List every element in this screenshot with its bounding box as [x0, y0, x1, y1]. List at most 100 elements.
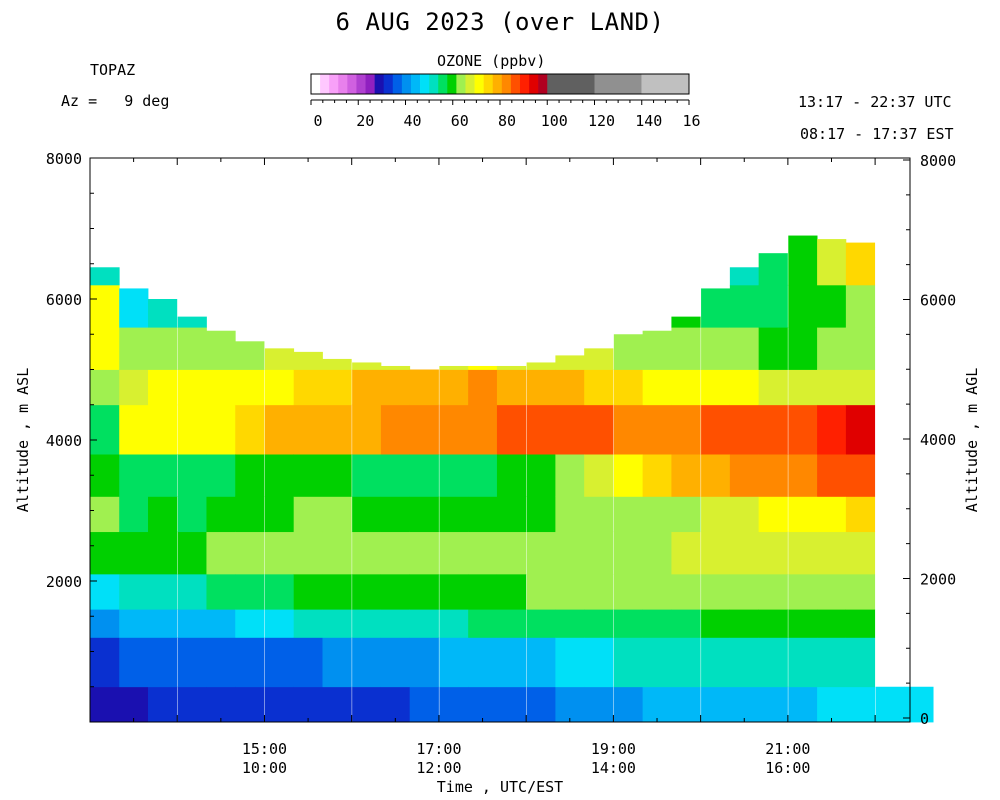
colorbar-tick-label: 100	[541, 112, 568, 130]
heatmap-cell	[496, 637, 527, 688]
heatmap-cell	[555, 637, 585, 688]
heatmap-cell	[352, 496, 382, 533]
colorbar-tick-label: 60	[451, 112, 469, 130]
heatmap-cell	[380, 454, 411, 497]
heatmap-cell	[380, 531, 411, 575]
heatmap-cell	[642, 496, 672, 533]
heatmap-cell	[90, 609, 120, 638]
heatmap-cell	[555, 609, 585, 638]
chart-title: 6 AUG 2023 (over LAND)	[335, 8, 665, 36]
heatmap-cell	[322, 496, 352, 533]
colorbar-swatch	[519, 74, 530, 94]
heatmap-cell	[671, 327, 701, 370]
heatmap-cell	[352, 609, 382, 638]
heatmap-cell	[817, 496, 847, 533]
heatmap-cell	[264, 454, 295, 497]
y-tick-label-left: 8000	[46, 150, 82, 168]
heatmap-cell	[788, 686, 818, 723]
heatmap-cell	[817, 573, 847, 610]
heatmap-cell	[788, 235, 818, 286]
heatmap-cell	[468, 369, 498, 406]
heatmap-cell	[293, 573, 323, 610]
heatmap-cell	[119, 454, 149, 497]
heatmap-cell	[235, 573, 265, 610]
heatmap-cell	[322, 573, 352, 610]
heatmap-cell	[555, 355, 585, 370]
heatmap-cell	[613, 686, 644, 723]
heatmap-cell	[729, 327, 760, 370]
heatmap-cell	[613, 369, 644, 406]
heatmap-cell	[468, 609, 498, 638]
colorbar-swatch	[538, 74, 548, 94]
heatmap-cell	[177, 316, 207, 328]
heatmap-cell	[613, 531, 644, 575]
heatmap-cell	[671, 609, 701, 638]
heatmap-cell	[352, 637, 382, 688]
heatmap-cell	[758, 496, 788, 533]
colorbar-tick-label: 160	[682, 112, 700, 130]
heatmap-cell	[642, 609, 672, 638]
heatmap-cell	[701, 288, 731, 328]
heatmap-cell	[90, 404, 120, 455]
colorbar-swatch	[529, 74, 539, 94]
colorbar-swatch	[547, 74, 595, 94]
colorbar-frame	[310, 73, 690, 95]
heatmap-cell	[758, 369, 788, 406]
heatmap-cell	[322, 609, 352, 638]
heatmap-cell	[264, 404, 295, 455]
heatmap-cell	[177, 637, 207, 688]
heatmap-cell	[409, 637, 439, 688]
heatmap-cell	[148, 609, 178, 638]
heatmap-cell	[701, 454, 731, 497]
heatmap-cell	[468, 454, 498, 497]
time-range-utc: 13:17 - 22:37 UTC	[798, 93, 952, 111]
heatmap-cell	[177, 454, 207, 497]
heatmap-cell	[613, 609, 644, 638]
heatmap-cell	[729, 267, 760, 286]
colorbar-swatch	[483, 74, 494, 94]
heatmap-cell	[555, 531, 585, 575]
y-tick-label-right: 4000	[920, 431, 956, 449]
heatmap-cell	[90, 686, 120, 723]
heatmap-cell	[409, 454, 439, 497]
heatmap-cell	[177, 369, 207, 406]
heatmap-cell	[90, 327, 120, 370]
y-axis-label-right: Altitude , m AGL	[963, 367, 981, 513]
heatmap-cell	[439, 609, 469, 638]
heatmap-cell	[613, 637, 644, 688]
heatmap-cell	[177, 573, 207, 610]
heatmap-cell	[526, 362, 556, 370]
heatmap-cell	[729, 284, 760, 328]
y-tick-label-left: 6000	[46, 291, 82, 309]
colorbar-swatches	[311, 74, 689, 94]
heatmap-cell	[90, 454, 120, 497]
heatmap-cell	[322, 404, 352, 455]
heatmap-cell	[90, 284, 120, 328]
heatmap-cell	[729, 369, 760, 406]
colorbar-swatch	[438, 74, 448, 94]
heatmap-cell	[380, 404, 411, 455]
heatmap-cell	[293, 609, 323, 638]
heatmap-cell	[293, 351, 323, 370]
heatmap-cell	[206, 609, 236, 638]
heatmap-cell	[206, 496, 236, 533]
heatmap-cell	[845, 242, 876, 286]
heatmap-cell	[701, 637, 731, 688]
heatmap-cell	[526, 637, 556, 688]
heatmap-cell	[380, 686, 411, 723]
heatmap-cell	[496, 369, 527, 406]
heatmap-cell	[701, 404, 731, 455]
colorbar-swatch	[492, 74, 503, 94]
heatmap-cell	[177, 686, 207, 723]
colorbar-swatch	[311, 74, 321, 94]
heatmap-cell	[293, 637, 323, 688]
heatmap-cell	[409, 496, 439, 533]
heatmap-cell	[322, 369, 352, 406]
y-tick-label-left: 2000	[46, 573, 82, 591]
heatmap-cell	[555, 404, 585, 455]
heatmap-cell	[904, 686, 934, 723]
heatmap-cell	[555, 686, 585, 723]
heatmap-cell	[817, 327, 847, 370]
heatmap-cell	[206, 404, 236, 455]
heatmap-cell	[758, 686, 788, 723]
